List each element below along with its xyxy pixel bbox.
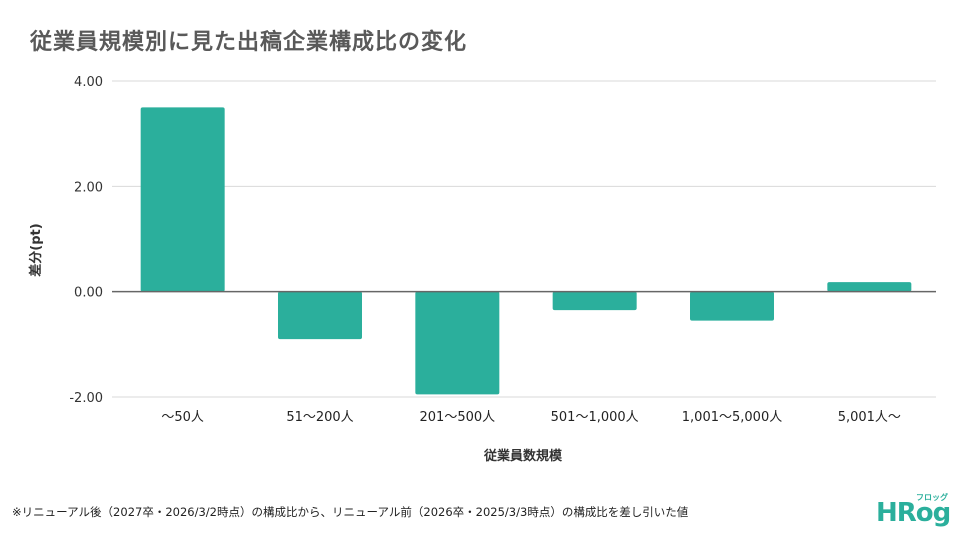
- y-tick-label: 4.00: [74, 75, 103, 90]
- y-tick-labels: 4.00 2.00 0.00 -2.00: [69, 75, 103, 406]
- footnote: ※リニューアル後（2027卒・2026/3/2時点）の構成比から、リニューアル前…: [12, 505, 689, 519]
- y-tick-label: -2.00: [69, 391, 103, 406]
- gridlines: [112, 80, 936, 398]
- x-tick-label: 〜50人: [161, 410, 204, 425]
- bars: [140, 107, 912, 395]
- x-tick-label: 1,001〜5,000人: [682, 410, 782, 425]
- bar: [415, 291, 500, 395]
- x-tick-labels: 〜50人 51〜200人 201〜500人 501〜1,000人 1,001〜5,000…: [161, 410, 901, 425]
- chart-title: 従業員規模別に見た出稿企業構成比の変化: [30, 30, 468, 55]
- logo-subtext: フロッグ: [916, 493, 948, 502]
- bar: [552, 291, 637, 311]
- x-tick-label: 5,001人〜: [838, 410, 901, 425]
- x-tick-label: 501〜1,000人: [551, 410, 639, 425]
- x-tick-label: 201〜500人: [420, 410, 496, 425]
- y-tick-label: 2.00: [74, 180, 103, 195]
- bar: [827, 282, 912, 292]
- bar: [140, 107, 225, 292]
- y-axis-label: 差分(pt): [28, 223, 44, 276]
- x-tick-label: 51〜200人: [286, 410, 353, 425]
- x-axis-label: 従業員数規模: [483, 448, 563, 464]
- bar: [278, 291, 362, 340]
- bar: [690, 291, 774, 321]
- hrog-logo: HRog フロッグ: [876, 492, 952, 532]
- logo-text: HRog: [876, 498, 951, 528]
- y-tick-label: 0.00: [74, 286, 103, 301]
